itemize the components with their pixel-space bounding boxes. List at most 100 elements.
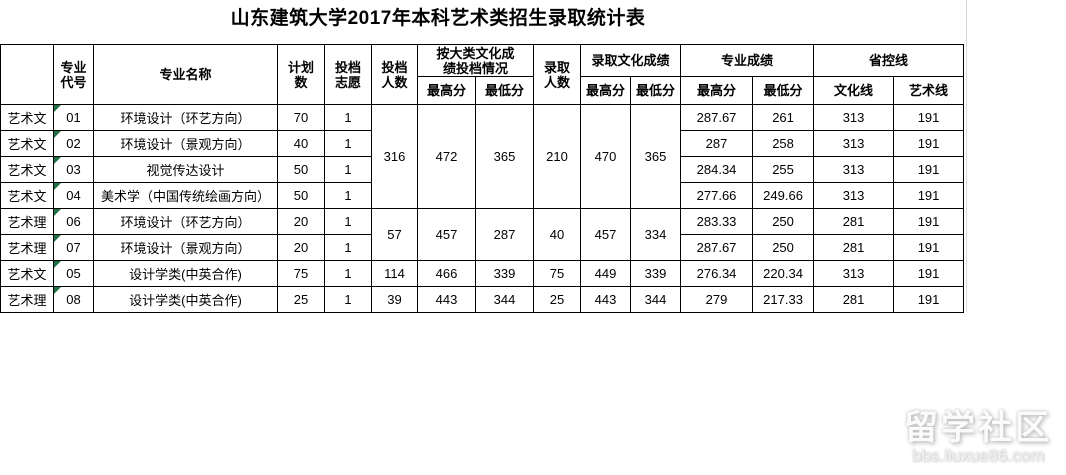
cell-yishu-line: 191: [893, 156, 965, 183]
col-header-code: 专业 代号: [53, 44, 94, 105]
cell-code: 06: [53, 208, 94, 235]
cell-wenhua-line: 281: [813, 208, 895, 235]
cell-zy-min: 249.66: [752, 182, 815, 209]
excel-flag-icon: [54, 235, 61, 242]
col-group-province-lines: 省控线: [813, 44, 965, 77]
cell-lq-max: 470: [580, 104, 632, 209]
table-row: 艺术理 06 环境设计（环艺方向） 20 1 57 457 287 40 457…: [0, 208, 965, 261]
col-header-td-max: 最高分: [417, 76, 476, 105]
cell-td-count: 316: [371, 104, 418, 209]
cell-lq-min: 365: [630, 104, 682, 209]
col-group-major-scores: 专业成绩: [680, 44, 815, 77]
cell-zy-max: 279: [680, 286, 754, 313]
table-row: 艺术文 03 视觉传达设计 50 1 284.34 255 313 191: [0, 156, 965, 183]
cell-wenhua-line: 313: [813, 104, 895, 131]
cell-lq-count: 75: [533, 260, 582, 287]
col-header-luqu-count: 录取 人数: [533, 44, 582, 105]
cell-lq-min: 339: [630, 260, 682, 287]
cell-lq-min: 334: [630, 208, 682, 261]
cell-code: 02: [53, 130, 94, 157]
cell-major-name: 视觉传达设计: [93, 156, 278, 183]
col-header-wenhua-line: 文化线: [813, 76, 895, 105]
excel-flag-icon: [54, 157, 61, 164]
code-text: 08: [66, 292, 81, 307]
cell-zy-min: 220.34: [752, 260, 815, 287]
cell-code: 04: [53, 182, 94, 209]
col-header-yishu-line: 艺术线: [893, 76, 965, 105]
excel-flag-icon: [54, 105, 61, 112]
cell-category: 艺术文: [0, 130, 54, 157]
cell-wish: 1: [324, 156, 372, 183]
cell-yishu-line: 191: [893, 286, 965, 313]
cell-lq-count: 210: [533, 104, 582, 209]
table-row: 艺术理 08 设计学类(中英合作) 25 1 39 443 344 25 443…: [0, 286, 965, 313]
excel-flag-icon: [54, 209, 61, 216]
cell-yishu-line: 191: [893, 182, 965, 209]
cell-code: 05: [53, 260, 94, 287]
cell-wenhua-line: 313: [813, 260, 895, 287]
cell-category: 艺术文: [0, 104, 54, 131]
cell-category: 艺术理: [0, 286, 54, 313]
cell-wish: 1: [324, 286, 372, 313]
cell-category: 艺术文: [0, 260, 54, 287]
cell-lq-count: 40: [533, 208, 582, 261]
excel-flag-icon: [54, 261, 61, 268]
watermark-site-url: bbs.liuxue86.com: [911, 446, 1045, 465]
cell-td-count: 114: [371, 260, 418, 287]
cell-wish: 1: [324, 234, 372, 261]
cell-code: 01: [53, 104, 94, 131]
header-row-groups: 专业 代号 专业名称 计划 数 投档 志愿 投档 人数 按大类文化成 绩投档情况…: [0, 44, 965, 105]
cell-plan: 75: [277, 260, 325, 287]
cell-zy-max: 277.66: [680, 182, 754, 209]
table-row: 艺术文 01 环境设计（环艺方向） 70 1 316 472 365 210 4…: [0, 104, 965, 209]
cell-td-min: 344: [474, 286, 535, 313]
cell-td-count: 57: [371, 208, 418, 261]
col-header-wish: 投档 志愿: [324, 44, 372, 105]
cell-yishu-line: 191: [893, 260, 965, 287]
header-row-sub: 最高分 最低分 最高分 最低分 最高分 最低分 文化线 艺术线: [1, 76, 965, 105]
col-group-luqu-scores: 录取文化成绩: [580, 44, 682, 77]
cell-wenhua-line: 281: [813, 286, 895, 313]
cell-plan: 20: [277, 208, 325, 235]
table-row: 艺术理 07 环境设计（景观方向） 20 1 287.67 250 281 19…: [0, 234, 965, 261]
cell-td-max: 466: [417, 260, 476, 287]
cell-plan: 40: [277, 130, 325, 157]
col-header-toudang-count: 投档 人数: [371, 44, 418, 105]
cell-code: 07: [53, 234, 94, 261]
cell-zy-min: 261: [752, 104, 815, 131]
cell-yishu-line: 191: [893, 104, 965, 131]
code-text: 07: [66, 240, 81, 255]
cell-code: 08: [53, 286, 94, 313]
cell-td-count: 39: [371, 286, 418, 313]
cell-yishu-line: 191: [893, 130, 965, 157]
cell-wenhua-line: 313: [813, 130, 895, 157]
cell-zy-max: 287: [680, 130, 754, 157]
cell-wish: 1: [324, 130, 372, 157]
cell-category: 艺术理: [0, 208, 54, 235]
cell-major-name: 环境设计（环艺方向）: [93, 208, 278, 235]
cell-zy-max: 283.33: [680, 208, 754, 235]
cell-zy-max: 287.67: [680, 104, 754, 131]
cell-zy-min: 250: [752, 208, 815, 235]
cell-major-name: 环境设计（景观方向）: [93, 130, 278, 157]
cell-wenhua-line: 281: [813, 234, 895, 261]
cell-yishu-line: 191: [893, 234, 965, 261]
cell-major-name: 设计学类(中英合作): [93, 260, 278, 287]
cell-plan: 50: [277, 182, 325, 209]
cell-category: 艺术文: [0, 156, 54, 183]
col-group-toudang-scores: 按大类文化成 绩投档情况: [416, 44, 535, 77]
cell-zy-min: 217.33: [752, 286, 815, 313]
col-header-lq-max: 最高分: [580, 76, 632, 105]
code-text: 03: [66, 162, 81, 177]
col-header-category: [0, 44, 54, 105]
cell-wish: 1: [324, 208, 372, 235]
cell-plan: 50: [277, 156, 325, 183]
cell-wish: 1: [324, 260, 372, 287]
cell-code: 03: [53, 156, 94, 183]
cell-wish: 1: [324, 182, 372, 209]
cell-wenhua-line: 313: [813, 156, 895, 183]
cell-yishu-line: 191: [893, 208, 965, 235]
cell-td-max: 457: [417, 208, 476, 261]
cell-plan: 25: [277, 286, 325, 313]
cell-wish: 1: [324, 104, 372, 131]
